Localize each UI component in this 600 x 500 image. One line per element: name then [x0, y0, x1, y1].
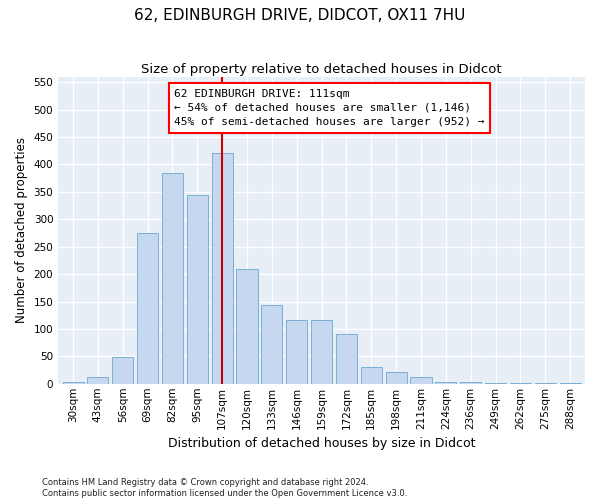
- Bar: [460, 382, 481, 384]
- Bar: [361, 368, 382, 384]
- Bar: [560, 382, 581, 384]
- Bar: [386, 372, 407, 384]
- Y-axis label: Number of detached properties: Number of detached properties: [15, 137, 28, 323]
- Bar: [286, 320, 307, 384]
- Bar: [112, 358, 133, 384]
- Bar: [311, 320, 332, 384]
- Title: Size of property relative to detached houses in Didcot: Size of property relative to detached ho…: [141, 62, 502, 76]
- Text: Contains HM Land Registry data © Crown copyright and database right 2024.
Contai: Contains HM Land Registry data © Crown c…: [42, 478, 407, 498]
- Text: 62 EDINBURGH DRIVE: 111sqm
← 54% of detached houses are smaller (1,146)
45% of s: 62 EDINBURGH DRIVE: 111sqm ← 54% of deta…: [174, 89, 485, 127]
- Bar: [336, 334, 357, 384]
- Bar: [236, 268, 257, 384]
- Bar: [535, 383, 556, 384]
- Bar: [62, 382, 83, 384]
- Bar: [410, 377, 431, 384]
- Bar: [435, 382, 457, 384]
- Bar: [485, 382, 506, 384]
- Bar: [162, 172, 183, 384]
- Bar: [88, 377, 109, 384]
- Bar: [187, 194, 208, 384]
- Text: 62, EDINBURGH DRIVE, DIDCOT, OX11 7HU: 62, EDINBURGH DRIVE, DIDCOT, OX11 7HU: [134, 8, 466, 22]
- X-axis label: Distribution of detached houses by size in Didcot: Distribution of detached houses by size …: [168, 437, 475, 450]
- Bar: [137, 233, 158, 384]
- Bar: [212, 154, 233, 384]
- Bar: [262, 306, 283, 384]
- Bar: [510, 383, 531, 384]
